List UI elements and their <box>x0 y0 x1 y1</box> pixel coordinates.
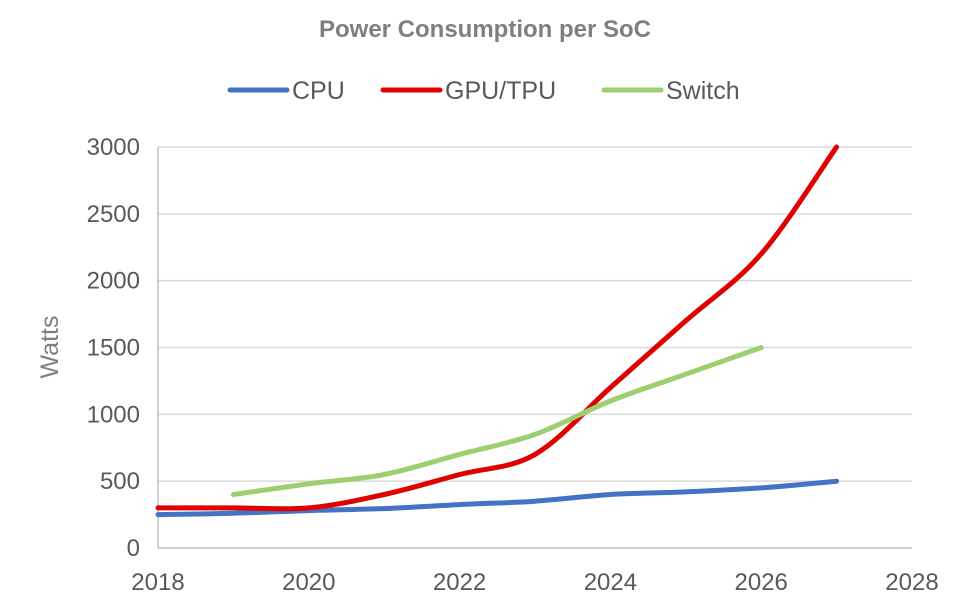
x-tick-label: 2022 <box>433 569 486 596</box>
axes <box>157 147 912 549</box>
x-tick-label: 2018 <box>131 569 184 596</box>
y-tick-label: 0 <box>127 535 140 562</box>
x-tick-labels: 2018 2020 2022 2024 2026 2028 <box>131 569 938 596</box>
chart-title: Power Consumption per SoC <box>319 16 651 43</box>
x-tick-label: 2020 <box>282 569 335 596</box>
legend-label-switch: Switch <box>666 77 740 105</box>
x-tick-label: 2026 <box>735 569 788 596</box>
y-tick-label: 2000 <box>87 268 140 295</box>
series-line-gpu-tpu <box>155 144 840 512</box>
series-line-cpu <box>155 478 840 518</box>
x-tick-label: 2028 <box>885 569 938 596</box>
y-tick-label: 1500 <box>87 335 140 362</box>
legend-label-cpu: CPU <box>292 77 345 105</box>
x-tick-label: 2024 <box>584 569 637 596</box>
y-tick-label: 3000 <box>87 134 140 161</box>
series-lines <box>155 144 840 518</box>
y-tick-labels: 0 500 1000 1500 2000 2500 3000 <box>87 134 140 562</box>
legend-label-gpu-tpu: GPU/TPU <box>445 77 556 105</box>
y-tick-label: 1000 <box>87 401 140 428</box>
gridlines <box>158 146 912 482</box>
legend: CPU GPU/TPU Switch <box>227 77 740 105</box>
y-tick-label: 2500 <box>87 201 140 228</box>
y-tick-label: 500 <box>100 468 140 495</box>
y-axis-label: Watts <box>36 316 64 379</box>
series-line-switch <box>230 345 764 497</box>
